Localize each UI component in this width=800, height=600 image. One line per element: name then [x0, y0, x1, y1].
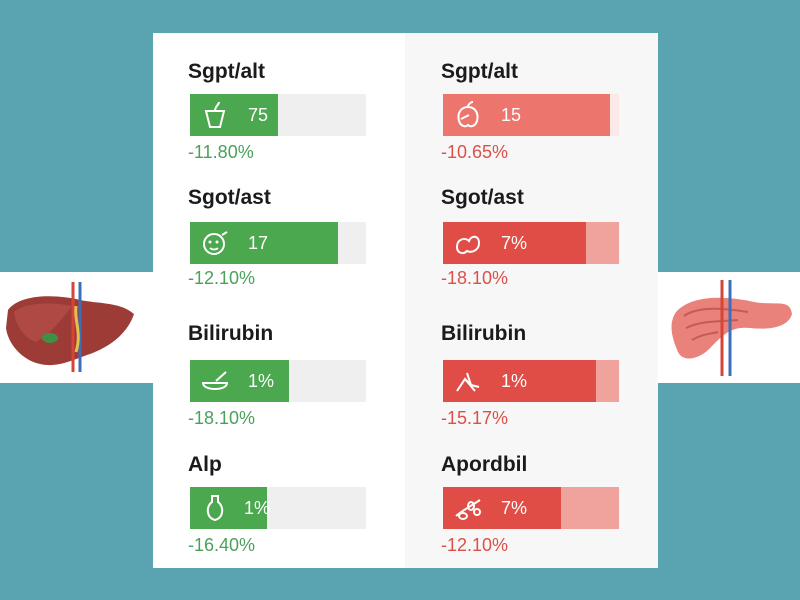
pancreas-card	[658, 272, 800, 383]
organ-icon	[455, 235, 481, 255]
olive-icon	[455, 499, 481, 520]
pancreas-icon	[671, 280, 792, 376]
face-icon	[203, 231, 228, 255]
metric-value: 1%	[248, 371, 275, 391]
metric-change: -11.80%	[188, 142, 254, 162]
metric-value: 7%	[501, 233, 528, 253]
metric-bar-fill	[443, 487, 561, 529]
metric-bar: 1%	[190, 487, 366, 529]
metric-change: -12.10%	[188, 268, 256, 288]
metric-bar: 1%	[443, 360, 619, 402]
metric-value: 15	[501, 105, 522, 125]
metric-value: 1%	[244, 498, 271, 518]
metric-title: Sgpt/alt	[188, 60, 265, 83]
metric-bar-fill	[190, 487, 268, 529]
bowl-icon	[201, 371, 229, 390]
metric-title: Bilirubin	[188, 322, 274, 345]
metric-title: Sgot/ast	[441, 186, 524, 209]
liver-icon	[6, 282, 134, 372]
runner-icon	[456, 372, 480, 392]
cup-icon	[204, 101, 226, 128]
metric-bar-fill	[443, 94, 611, 136]
metric-title: Sgot/ast	[188, 186, 271, 209]
metric-title: Alp	[188, 453, 222, 476]
metric-change: -10.65%	[441, 142, 509, 162]
metric-bar-fill	[190, 222, 338, 264]
metric-bar: 7%	[443, 487, 619, 529]
metric-bar: 17	[190, 222, 366, 264]
metric-value: 1%	[501, 371, 528, 391]
metric-value: 7%	[501, 498, 528, 518]
metric-title: Apordbil	[441, 453, 528, 476]
bottle-icon	[206, 495, 224, 522]
metric-bar: 7%	[443, 222, 619, 264]
metric-change: -18.10%	[441, 268, 509, 288]
metric-change: -12.10%	[441, 535, 509, 555]
metric-bar-fill	[443, 222, 586, 264]
metric-bar: 75	[190, 94, 366, 136]
metric-title: Sgpt/alt	[441, 60, 518, 83]
metric-change: -16.40%	[188, 535, 256, 555]
metric-value: 75	[248, 105, 269, 125]
metric-bar-fill	[190, 94, 278, 136]
metric-value: 17	[248, 233, 269, 253]
metric-change: -18.10%	[188, 408, 256, 428]
hand-apple-icon	[457, 101, 479, 128]
liver-card	[0, 272, 153, 383]
metric-title: Bilirubin	[441, 322, 527, 345]
metric-bar: 15	[443, 94, 619, 136]
metric-bar: 1%	[190, 360, 366, 402]
metric-bar-fill	[443, 360, 597, 402]
metric-bar-fill	[190, 360, 289, 402]
metric-change: -15.17%	[441, 408, 509, 428]
